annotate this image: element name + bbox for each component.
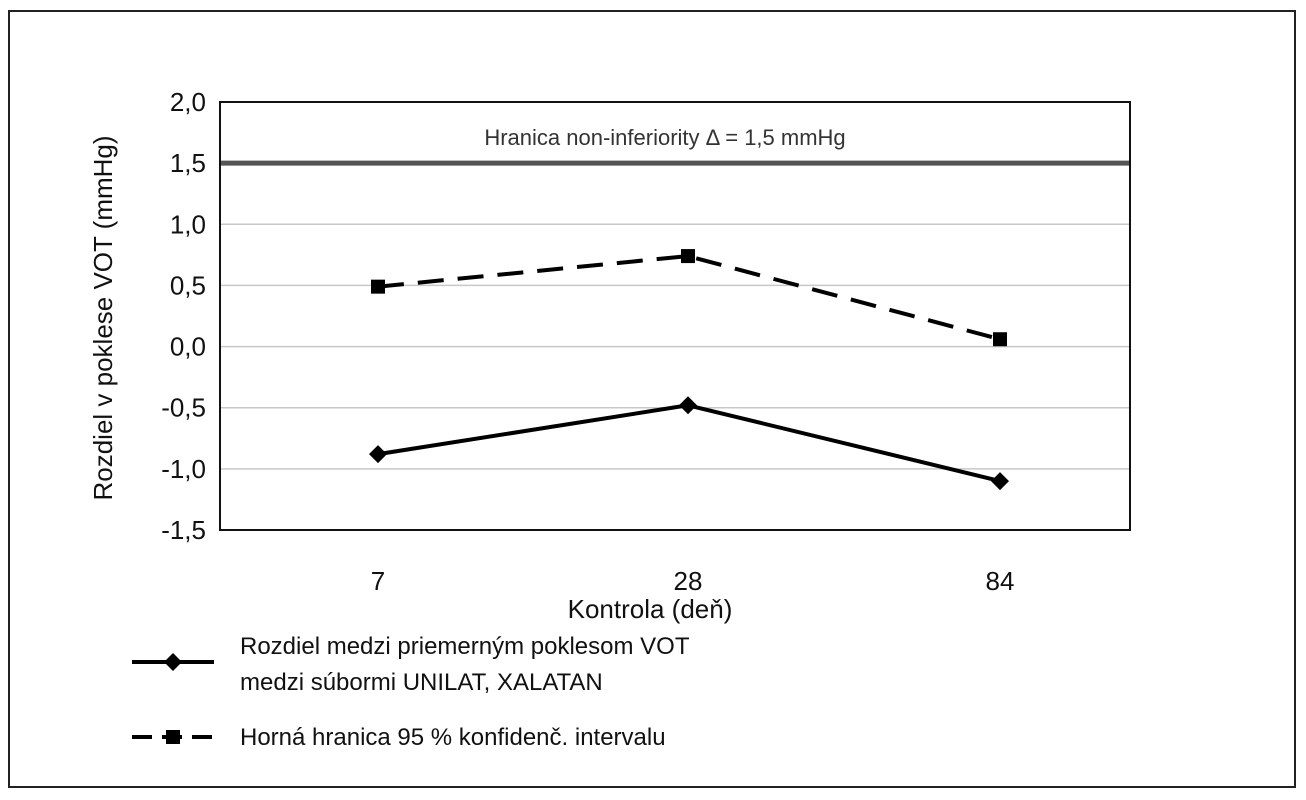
series-2 [371,249,1007,347]
y-tick-label: 0,0 [170,332,206,362]
y-tick-labels: 2,0 1,5 1,0 0,5 0,0 -0,5 -1,0 -1,5 [161,87,206,545]
data-point [993,332,1007,347]
legend-marker [164,653,182,671]
series-1 [369,396,1009,491]
data-point [371,279,385,294]
chart-frame [8,10,1296,788]
legend: Rozdiel medzi priemerným poklesom VOT med… [132,633,690,751]
x-tick-labels: 7 28 84 [371,566,1015,596]
y-tick-label: -0,5 [161,393,206,423]
data-point [679,396,697,415]
x-tick-label: 84 [986,566,1015,596]
x-tick-label: 28 [674,566,703,596]
legend-item: Horná hranica 95 % konfidenč. intervalu [132,724,666,751]
series-line [377,254,1001,342]
grid-lines [220,101,1130,531]
data-point [681,249,695,264]
y-tick-label: 2,0 [170,87,206,117]
data-point [991,472,1009,491]
x-tick-label: 7 [371,566,385,596]
y-tick-label: 1,0 [170,209,206,239]
reference-line-label: Hranica non-inferiority Δ = 1,5 mmHg [484,125,845,150]
series-group [369,249,1009,491]
x-axis-title: Kontrola (deň) [568,594,733,624]
y-tick-label: 1,5 [170,148,206,178]
reference-line-group: Hranica non-inferiority Δ = 1,5 mmHg [220,125,1130,166]
legend-item: Rozdiel medzi priemerným poklesom VOT med… [132,633,690,696]
y-tick-label: 0,5 [170,270,206,300]
legend-label: Rozdiel medzi priemerným poklesom VOT [240,633,690,660]
plot-area-border [219,101,1131,531]
y-tick-label: -1,0 [161,454,206,484]
legend-marker [166,730,180,744]
y-axis-title: Rozdiel v poklese VOT (mmHg) [88,135,118,500]
legend-label: Horná hranica 95 % konfidenč. intervalu [240,724,666,751]
series-line [377,403,1001,484]
legend-label: medzi súbormi UNILAT, XALATAN [240,669,603,696]
y-tick-label: -1,5 [161,515,206,545]
data-point [369,445,387,464]
